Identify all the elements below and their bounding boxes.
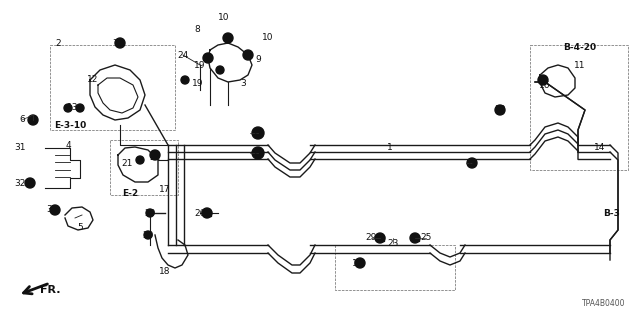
Bar <box>377 236 384 241</box>
Text: 28: 28 <box>467 158 477 167</box>
Text: 27: 27 <box>252 148 264 157</box>
Circle shape <box>144 231 152 239</box>
Circle shape <box>203 53 213 63</box>
Text: 10: 10 <box>262 34 274 43</box>
Text: 15: 15 <box>352 259 364 268</box>
Circle shape <box>216 66 224 74</box>
Text: E-2: E-2 <box>122 188 138 197</box>
Bar <box>335 245 455 290</box>
Text: 31: 31 <box>14 143 26 153</box>
Circle shape <box>243 50 253 60</box>
Text: 29: 29 <box>365 234 377 243</box>
Text: 19: 19 <box>195 60 205 69</box>
Text: 10: 10 <box>218 13 230 22</box>
Circle shape <box>76 104 84 112</box>
Text: 22: 22 <box>149 154 161 163</box>
Circle shape <box>252 127 264 139</box>
Circle shape <box>538 75 548 85</box>
Circle shape <box>64 104 72 112</box>
Bar <box>110 140 178 195</box>
Circle shape <box>50 205 60 215</box>
Circle shape <box>146 209 154 217</box>
Text: 19: 19 <box>192 78 204 87</box>
Text: 27: 27 <box>252 129 264 138</box>
Text: 9: 9 <box>225 37 231 46</box>
Text: 17: 17 <box>159 186 171 195</box>
Text: 20: 20 <box>144 209 156 218</box>
Text: B-3: B-3 <box>604 209 620 218</box>
Circle shape <box>202 208 212 218</box>
Circle shape <box>136 156 144 164</box>
Text: 30: 30 <box>494 106 506 115</box>
Text: 1: 1 <box>387 143 393 153</box>
Circle shape <box>150 150 160 160</box>
Text: 5: 5 <box>77 223 83 233</box>
Bar <box>255 151 262 156</box>
Text: TPA4B0400: TPA4B0400 <box>582 299 625 308</box>
Circle shape <box>410 233 420 243</box>
Text: FR.: FR. <box>40 285 61 295</box>
Circle shape <box>25 178 35 188</box>
Circle shape <box>223 33 233 43</box>
Text: 12: 12 <box>87 76 99 84</box>
Circle shape <box>28 115 38 125</box>
Bar <box>497 108 503 113</box>
Text: 3: 3 <box>240 78 246 87</box>
Text: 2: 2 <box>55 38 61 47</box>
Bar <box>412 236 419 241</box>
Text: 21: 21 <box>122 158 132 167</box>
Bar <box>530 45 628 170</box>
Text: 9: 9 <box>255 55 261 65</box>
Text: 25: 25 <box>420 234 432 243</box>
Text: B-4-20: B-4-20 <box>563 44 596 52</box>
Text: 11: 11 <box>574 60 586 69</box>
Bar <box>50 45 175 130</box>
Bar <box>204 211 211 216</box>
Text: 24: 24 <box>177 51 189 60</box>
Circle shape <box>355 258 365 268</box>
Text: 8: 8 <box>194 26 200 35</box>
Text: 14: 14 <box>595 143 605 153</box>
Text: 23: 23 <box>387 238 399 247</box>
Text: E-3-10: E-3-10 <box>54 121 86 130</box>
Text: 32: 32 <box>46 205 58 214</box>
Text: 32: 32 <box>14 179 26 188</box>
Text: 4: 4 <box>65 140 71 149</box>
Text: 18: 18 <box>159 268 171 276</box>
Text: 13: 13 <box>67 102 79 111</box>
Text: 7: 7 <box>112 38 118 47</box>
Circle shape <box>495 105 505 115</box>
Circle shape <box>252 147 264 159</box>
Circle shape <box>115 38 125 48</box>
Text: 6: 6 <box>19 116 25 124</box>
Text: 16: 16 <box>540 81 551 90</box>
Circle shape <box>375 233 385 243</box>
Text: 20: 20 <box>142 230 154 239</box>
Bar <box>255 131 262 136</box>
Text: 26: 26 <box>195 209 205 218</box>
Circle shape <box>467 158 477 168</box>
Circle shape <box>181 76 189 84</box>
